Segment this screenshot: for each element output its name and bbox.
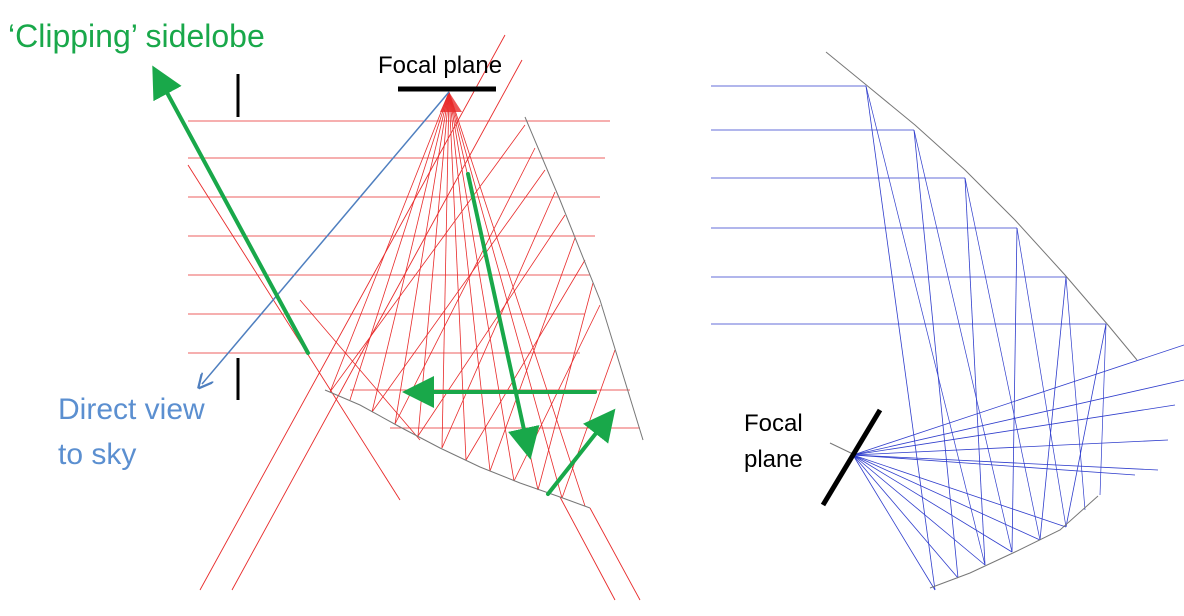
spill-ray — [852, 379, 1184, 456]
focal-fan-ray — [852, 454, 986, 566]
diagonal-spill-ray — [231, 59, 523, 591]
clipping-arrow — [152, 65, 310, 355]
focal-fan-ray — [441, 91, 450, 449]
focal-fan-ray — [448, 91, 467, 461]
reflected-ray — [1016, 227, 1067, 528]
focal-fan-ray — [852, 454, 1041, 541]
spill-ray — [852, 344, 1184, 456]
reflected-ray — [1065, 323, 1107, 528]
diagonal-spill-ray — [187, 164, 401, 501]
reflected-ray — [489, 237, 576, 472]
green-arrow-down — [466, 172, 540, 460]
right-blue-ray-bundle — [711, 85, 1184, 591]
focal-plane-label-right-line1: Focal — [744, 410, 803, 437]
focal-fan-ray — [852, 454, 936, 591]
green-arrow-up-right — [546, 408, 616, 496]
reflected-ray — [371, 169, 546, 413]
right-focal-stub — [829, 442, 856, 456]
right-primary-mirror — [825, 51, 1138, 361]
focal-cone — [440, 92, 462, 112]
focal-plane-bar-right — [820, 408, 883, 507]
reflected-ray — [865, 85, 986, 566]
focal-fan-ray — [852, 454, 959, 579]
reflected-ray — [1011, 227, 1018, 553]
spill-ray — [852, 454, 1136, 476]
focal-fan-ray — [349, 91, 450, 401]
left-secondary-edge — [524, 116, 644, 441]
focal-fan-ray — [448, 91, 586, 507]
reflected-ray — [964, 177, 1041, 541]
focal-fan-ray — [329, 91, 450, 393]
diagonal-spill-ray — [299, 299, 421, 441]
focal-fan-ray — [448, 91, 491, 472]
right-secondary-mirror — [929, 495, 1099, 589]
right-mirror-outline — [825, 51, 1138, 589]
reflected-ray — [561, 349, 616, 499]
reflected-ray — [1065, 276, 1086, 511]
focal-fan-ray — [371, 91, 450, 413]
reflected-ray — [865, 85, 936, 591]
reflected-ray — [1039, 276, 1067, 541]
reflected-ray — [329, 124, 526, 393]
focal-fan-ray — [852, 454, 1013, 553]
focal-plane-label-left: Focal plane — [378, 52, 503, 79]
diagonal-spill-ray — [589, 507, 641, 601]
annotations — [152, 65, 883, 507]
reflected-ray — [537, 282, 594, 491]
reflected-ray — [417, 214, 566, 437]
focal-fan-ray — [417, 91, 450, 437]
direct-view-arrow — [202, 91, 450, 384]
reflected-ray — [1099, 323, 1107, 496]
spill-ray — [852, 404, 1176, 456]
clipping-sidelobe-label: ‘Clipping’ sidelobe — [8, 18, 265, 54]
left-mirror-outline — [324, 116, 644, 509]
diagonal-spill-ray — [559, 496, 616, 601]
focal-fan-ray — [394, 91, 450, 425]
focal-fan-ray — [852, 454, 1067, 528]
focal-fan-ray — [448, 91, 563, 499]
reflected-ray — [913, 129, 959, 579]
direct-view-label-line2: to sky — [58, 438, 137, 471]
direct-view-label-line1: Direct view — [58, 393, 205, 426]
reflected-ray — [913, 129, 1013, 553]
spill-ray — [852, 454, 1159, 471]
diagonal-spill-ray — [199, 34, 506, 591]
reflected-ray — [964, 177, 986, 566]
focal-fan-ray — [448, 91, 515, 482]
left-primary-mirror — [324, 389, 591, 509]
reflected-ray — [465, 259, 586, 461]
left-red-ray-bundle — [187, 34, 641, 601]
spill-ray — [852, 439, 1169, 456]
focal-plane-label-right-line2: plane — [744, 446, 803, 473]
